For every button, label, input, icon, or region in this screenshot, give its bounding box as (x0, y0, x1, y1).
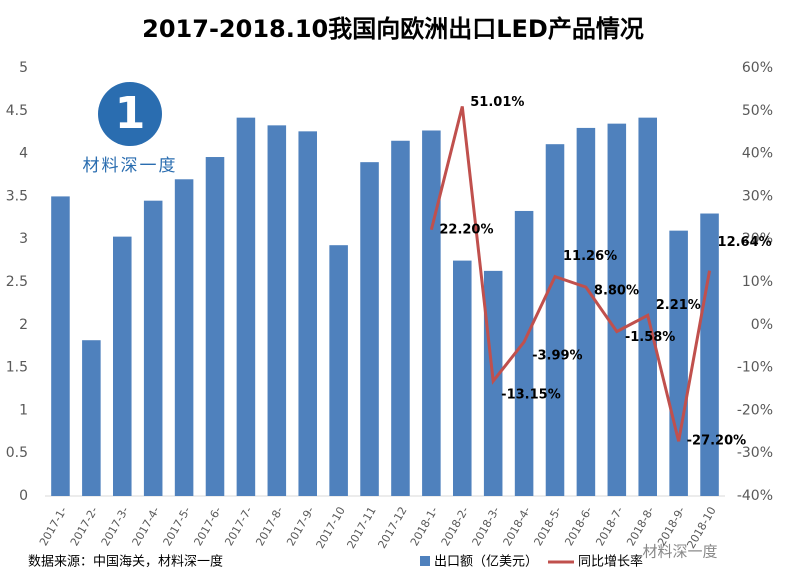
bar (267, 125, 287, 497)
x-tick-label: 2018-4- (501, 504, 534, 548)
bar (236, 117, 256, 496)
bar (51, 196, 70, 496)
y2-tick-label: -20% (737, 402, 773, 418)
x-tick-label: 2017-1- (37, 504, 70, 548)
legend-swatch (420, 556, 430, 566)
y-tick-label: 1.5 (6, 360, 28, 376)
x-tick-label: 2017-12 (375, 505, 409, 551)
watermark: 材料深一度 (642, 543, 717, 561)
bar (576, 127, 596, 497)
legend-label: 出口额（亿美元） (434, 555, 538, 570)
x-tick-label: 2018-2- (439, 504, 472, 548)
y2-tick-label: -40% (737, 488, 773, 504)
x-tick-label: 2017-8- (253, 504, 286, 548)
x-tick-label: 2017-4- (130, 504, 163, 548)
bar (638, 117, 657, 496)
y-tick-label: 4.5 (6, 103, 28, 119)
logo: 1 材料深一度 (83, 82, 178, 176)
x-tick-label: 2017-2- (68, 504, 101, 548)
bar (700, 213, 719, 496)
y-tick-label: 3.5 (6, 188, 28, 204)
logo-circle (98, 82, 162, 146)
value-label: -13.15% (501, 388, 561, 403)
y2-tick-label: -30% (737, 445, 773, 461)
bar (545, 144, 565, 496)
bar (453, 260, 472, 496)
x-tick-label: 2017-9- (284, 504, 317, 548)
value-label: 22.20% (439, 222, 493, 237)
y-tick-label: 2.5 (6, 274, 28, 290)
bar (360, 162, 379, 496)
bar (174, 179, 194, 496)
y-tick-label: 3 (19, 231, 28, 247)
source: 数据来源：中国海关，材料深一度 (28, 554, 223, 570)
chart-title: 2017-2018.10我国向欧洲出口LED产品情况 (142, 15, 644, 43)
x-tick-label: 2018-3- (470, 504, 503, 548)
y-tick-label: 2 (19, 317, 28, 333)
bar (82, 340, 101, 496)
bar (205, 157, 225, 497)
bar (143, 200, 163, 496)
x-tick-label: 2018-1- (408, 504, 441, 548)
y2-tick-label: 10% (742, 274, 773, 290)
x-tick-label: 2018-7- (593, 504, 626, 548)
y2-tick-label: 20% (742, 231, 773, 247)
bar (607, 123, 627, 496)
bar (669, 230, 688, 496)
value-label: 12.64% (718, 235, 772, 250)
x-tick-label: 2017-11 (344, 505, 378, 551)
value-label: 8.80% (594, 284, 639, 299)
x-tick-label: 2017-3- (99, 504, 132, 548)
value-label: 2.21% (656, 298, 701, 313)
x-tick-label: 2017-7- (222, 504, 255, 548)
bar (329, 245, 348, 496)
legend-label: 同比增长率 (578, 554, 643, 570)
bar (514, 210, 534, 496)
x-tick-label: 2017-10 (314, 505, 348, 551)
y-tick-label: 0.5 (6, 445, 28, 461)
y-tick-label: 0 (19, 488, 28, 504)
value-label: -3.99% (532, 348, 583, 363)
value-label: -27.20% (687, 434, 747, 449)
bar (113, 236, 132, 496)
y2-tick-label: 0% (751, 317, 773, 333)
y-tick-label: 5 (19, 60, 28, 76)
bar (298, 131, 317, 496)
x-tick-label: 2018-6- (562, 504, 595, 548)
value-label: -1.58% (625, 330, 676, 345)
value-label: 11.26% (563, 249, 617, 264)
y-tick-label: 1 (19, 402, 28, 418)
value-label: 51.01% (470, 95, 524, 110)
y2-tick-label: 40% (742, 146, 773, 162)
x-tick-label: 2017-5- (161, 504, 194, 548)
y2-tick-label: 60% (742, 60, 773, 76)
bar (391, 140, 410, 496)
bar (422, 130, 441, 496)
logo-text: 材料深一度 (83, 156, 178, 176)
line (429, 106, 712, 442)
y2-tick-label: 50% (742, 103, 773, 119)
y2-tick-label: -10% (737, 360, 773, 376)
y-tick-label: 4 (19, 146, 28, 162)
x-tick-label: 2017-6- (191, 504, 224, 548)
x-tick-label: 2018-5- (531, 504, 564, 548)
y2-tick-label: 30% (742, 188, 773, 204)
logo-mark: 1 (115, 88, 146, 139)
